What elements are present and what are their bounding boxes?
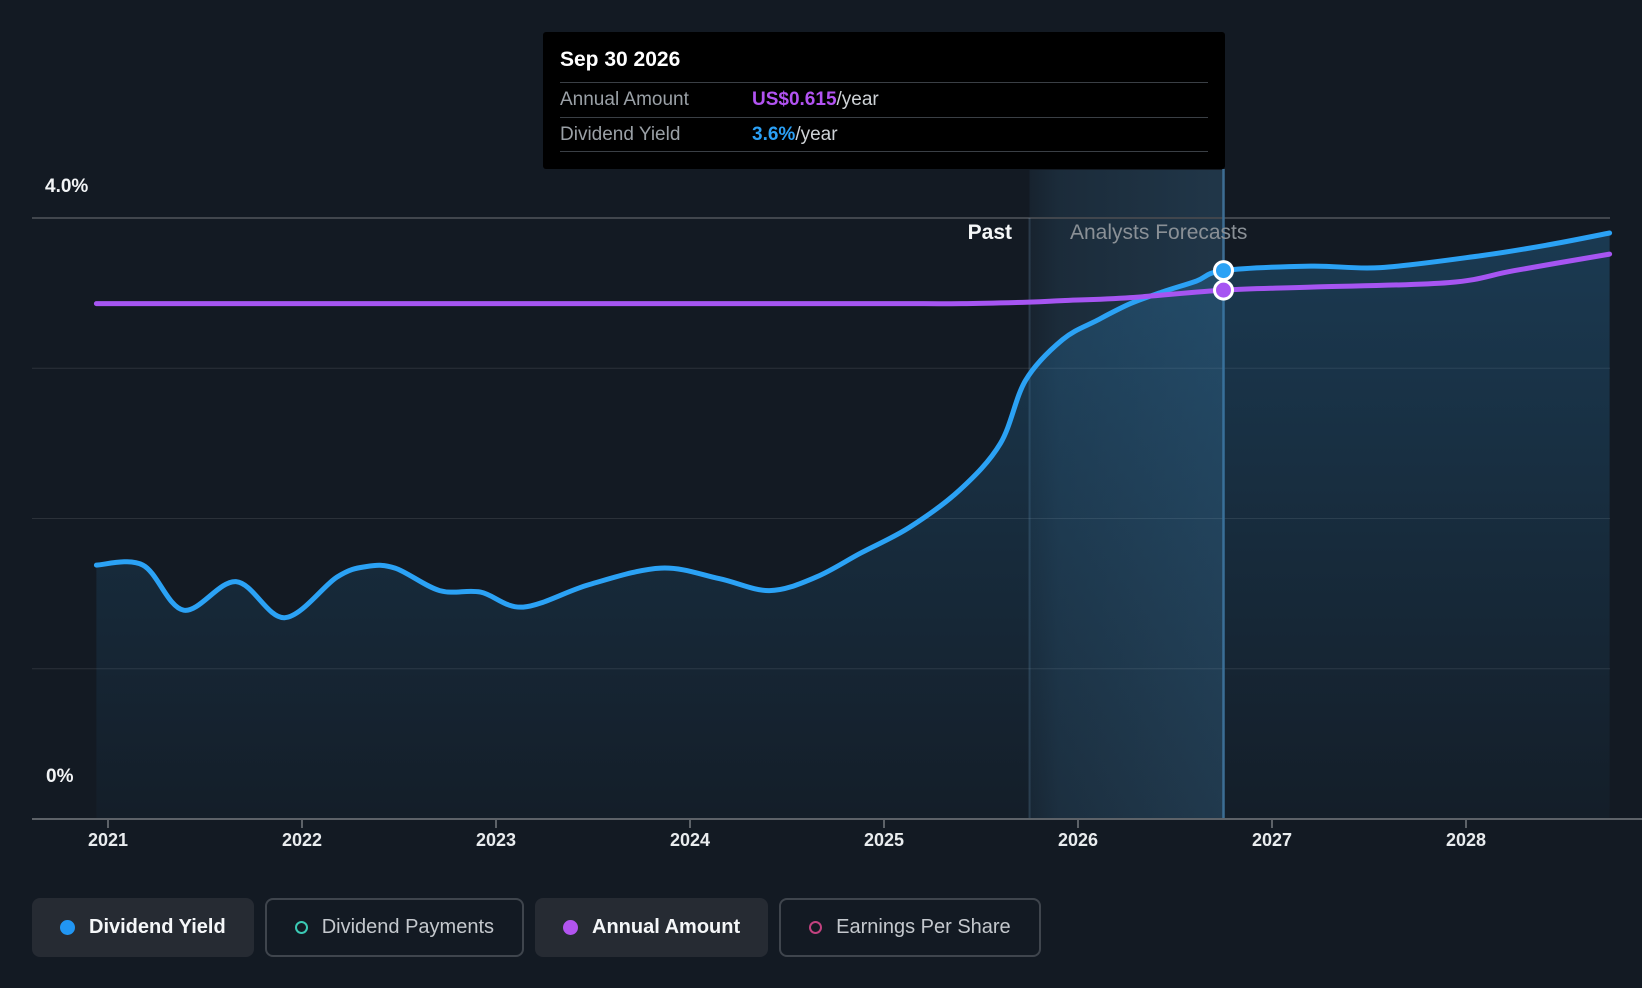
tooltip-date: Sep 30 2026 bbox=[560, 48, 681, 71]
tooltip-value-suffix: /year bbox=[836, 89, 879, 110]
x-axis-tick-label: 2021 bbox=[87, 830, 129, 850]
legend-button-dividend-payments[interactable]: Dividend Payments bbox=[264, 898, 525, 957]
chart-legend: Dividend Yield Dividend Payments Annual … bbox=[32, 898, 1041, 957]
dividend-yield-marker bbox=[1213, 260, 1234, 282]
y-axis-max-label: 4.0% bbox=[45, 176, 89, 197]
dividend-yield-area bbox=[96, 233, 1610, 819]
legend-label: Earnings Per Share bbox=[836, 916, 1011, 938]
earnings-per-share-ring-icon bbox=[809, 921, 823, 934]
tooltip-value: 3.6% bbox=[752, 123, 796, 145]
tooltip-value-suffix: /year bbox=[795, 123, 838, 145]
legend-button-annual-amount[interactable]: Annual Amount bbox=[535, 898, 769, 957]
legend-label: Dividend Payments bbox=[321, 916, 495, 938]
annual-amount-marker bbox=[1213, 279, 1234, 301]
analysts-forecasts-label: Analysts Forecasts bbox=[1070, 221, 1248, 244]
series-lines bbox=[93, 230, 1613, 621]
x-axis-tick-label: 2026 bbox=[1057, 830, 1099, 850]
x-axis bbox=[32, 818, 1642, 828]
tooltip-label: Dividend Yield bbox=[560, 123, 681, 145]
y-axis-min-label: 0% bbox=[46, 766, 74, 787]
tooltip-label: Annual Amount bbox=[560, 89, 689, 110]
dividend-yield-chart[interactable] bbox=[0, 0, 1642, 872]
dividend-yield-dot-icon bbox=[60, 920, 75, 935]
annual-amount-line bbox=[93, 251, 1613, 307]
past-label: Past bbox=[967, 221, 1012, 244]
x-axis-tick-label: 2022 bbox=[281, 830, 323, 850]
x-axis-tick-label: 2024 bbox=[669, 830, 711, 850]
legend-button-earnings-per-share[interactable]: Earnings Per Share bbox=[779, 898, 1041, 957]
annual-amount-dot-icon bbox=[563, 920, 579, 935]
yield-area-fill bbox=[96, 233, 1610, 819]
x-axis-tick-label: 2023 bbox=[475, 830, 517, 850]
legend-label: Annual Amount bbox=[592, 916, 741, 938]
tooltip-row-dividend-yield: Dividend Yield 3.6% /year bbox=[560, 117, 1208, 152]
hover-markers bbox=[1213, 260, 1234, 301]
dividend-payments-ring-icon bbox=[294, 921, 308, 934]
legend-label: Dividend Yield bbox=[89, 916, 226, 938]
x-axis-tick-label: 2025 bbox=[863, 830, 905, 850]
chart-tooltip: Sep 30 2026 Annual Amount US$0.615 /year… bbox=[543, 32, 1225, 169]
x-axis-tick-label: 2027 bbox=[1251, 830, 1293, 850]
legend-button-dividend-yield[interactable]: Dividend Yield bbox=[32, 898, 254, 957]
x-axis-tick-label: 2028 bbox=[1445, 830, 1487, 850]
tooltip-value: US$0.615 bbox=[752, 89, 837, 110]
dividend-yield-line bbox=[93, 230, 1613, 621]
tooltip-row-annual-amount: Annual Amount US$0.615 /year bbox=[560, 82, 1208, 117]
